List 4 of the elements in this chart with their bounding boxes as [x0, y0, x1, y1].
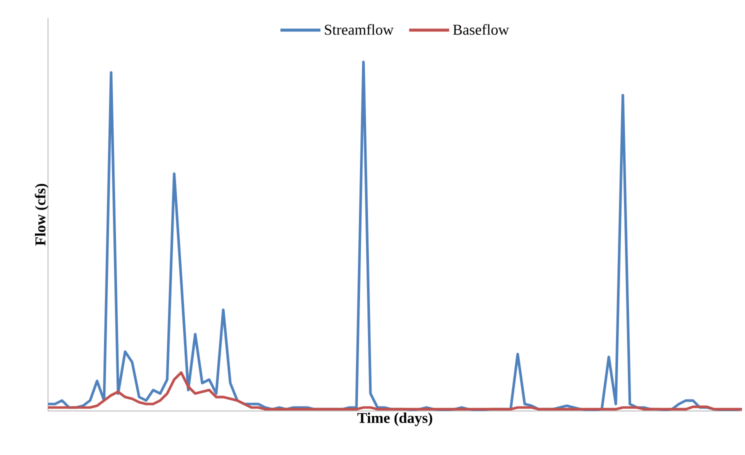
legend-label: Streamflow — [324, 24, 394, 35]
legend-label: Baseflow — [453, 24, 510, 35]
y-axis-title: Flow (cfs) — [34, 184, 48, 246]
x-axis-title: Time (days) — [357, 412, 432, 426]
